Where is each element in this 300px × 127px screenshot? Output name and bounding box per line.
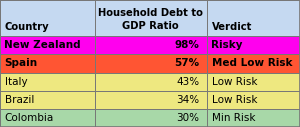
Text: GDP Ratio: GDP Ratio (122, 21, 179, 31)
Text: 34%: 34% (176, 95, 200, 105)
Text: Verdict: Verdict (212, 22, 252, 32)
Text: 43%: 43% (176, 77, 200, 87)
Bar (0, 73, 94, 91)
Bar (0, 0, 94, 36)
Text: Country: Country (4, 22, 49, 32)
Bar (94, 36, 207, 54)
Text: Low Risk: Low Risk (212, 95, 257, 105)
Bar (207, 91, 300, 109)
Bar (207, 54, 300, 73)
Text: 30%: 30% (176, 113, 200, 123)
Bar (0, 36, 94, 54)
Text: Household Debt to: Household Debt to (98, 8, 203, 18)
Text: 98%: 98% (175, 40, 200, 50)
Text: Brazil: Brazil (4, 95, 34, 105)
Bar (94, 0, 207, 36)
Text: Med Low Risk: Med Low Risk (212, 58, 292, 68)
Text: Min Risk: Min Risk (212, 113, 255, 123)
Bar (0, 109, 94, 127)
Bar (94, 73, 207, 91)
Text: Italy: Italy (4, 77, 27, 87)
Text: Risky: Risky (212, 40, 243, 50)
Bar (94, 54, 207, 73)
Bar (207, 0, 300, 36)
Text: New Zealand: New Zealand (4, 40, 81, 50)
Bar (207, 73, 300, 91)
Text: 57%: 57% (174, 58, 200, 68)
Bar (0, 91, 94, 109)
Bar (207, 109, 300, 127)
Bar (94, 91, 207, 109)
Bar (207, 36, 300, 54)
Text: Spain: Spain (4, 58, 38, 68)
Text: Low Risk: Low Risk (212, 77, 257, 87)
Text: Colombia: Colombia (4, 113, 54, 123)
Bar (0, 54, 94, 73)
Bar (94, 109, 207, 127)
